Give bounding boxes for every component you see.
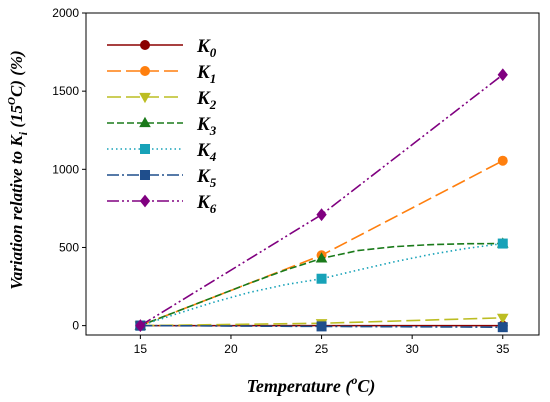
data-point-k6 — [497, 68, 508, 82]
legend-entry-k3: K3 — [107, 114, 217, 138]
legend-entry-k4: K4 — [107, 140, 217, 164]
series-line-k6 — [139, 74, 504, 327]
series-layer — [134, 68, 509, 333]
plot-frame — [85, 12, 540, 336]
legend-label: K5 — [196, 166, 217, 190]
data-point-k2 — [496, 313, 509, 324]
data-point-k3 — [315, 252, 328, 263]
data-point-k6 — [135, 319, 146, 333]
data-point-k4 — [497, 238, 508, 249]
y-tick-label: 500 — [59, 240, 79, 254]
series-k1 — [135, 155, 508, 331]
ticks-layer: 15 20 25 30 35 0 500 1000 1500 2000 — [52, 6, 509, 356]
legend-entry-k6: K6 — [107, 192, 217, 216]
series-line-k4 — [140, 242, 503, 327]
series-line-k1 — [140, 160, 504, 327]
plot-area-border — [85, 12, 540, 336]
legend-marker — [140, 40, 150, 50]
legend-marker — [139, 92, 151, 104]
legend-label: K4 — [196, 140, 217, 164]
data-point-k6 — [316, 208, 327, 222]
legend-entry-k2: K2 — [107, 88, 217, 112]
data-point-k4 — [316, 273, 327, 284]
x-tick-label: 25 — [315, 342, 329, 356]
legend-label: K3 — [196, 114, 217, 138]
x-tick-label: 35 — [496, 342, 510, 356]
legend-marker — [139, 116, 151, 128]
y-tick-label: 0 — [72, 319, 79, 333]
x-axis-label: Temperature (oC) — [247, 373, 376, 397]
x-tick-label: 20 — [224, 342, 238, 356]
x-tick-label: 30 — [405, 342, 419, 356]
legend-entry-k0: K0 — [107, 36, 217, 60]
legend-marker — [140, 170, 150, 180]
legend-marker — [139, 194, 151, 208]
series-k6 — [135, 68, 508, 333]
data-point-k1 — [497, 155, 508, 166]
data-point-k5 — [497, 322, 508, 333]
y-axis-label: Variation relative to Ki (15OC) (%) — [6, 50, 30, 289]
legend-label: K0 — [196, 36, 217, 60]
y-tick-label: 2000 — [52, 6, 79, 20]
legend-label: K1 — [196, 62, 216, 86]
legend-label: K2 — [196, 88, 217, 112]
legend-marker — [140, 144, 150, 154]
y-tick-label: 1000 — [52, 162, 79, 176]
data-point-k5 — [316, 321, 327, 332]
legend-entry-k1: K1 — [107, 62, 216, 86]
legend-entry-k5: K5 — [107, 166, 217, 190]
legend-marker — [140, 66, 150, 76]
legend-label: K6 — [196, 192, 217, 216]
series-k5 — [135, 320, 508, 333]
x-tick-label: 15 — [134, 342, 148, 356]
y-tick-label: 1500 — [52, 84, 79, 98]
